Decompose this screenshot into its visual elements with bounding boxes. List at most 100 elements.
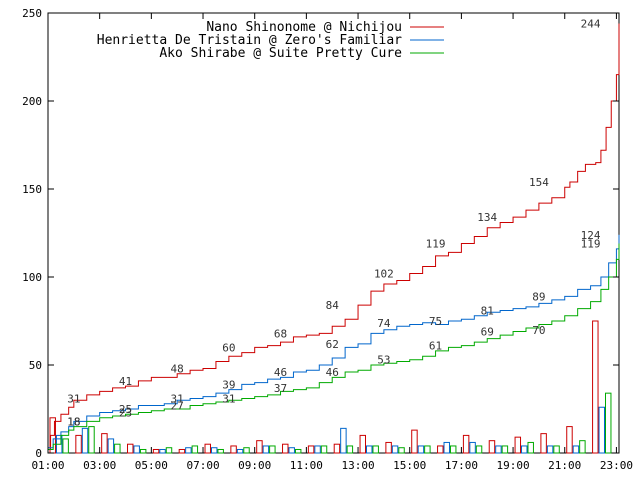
x-tick-label: 23:00 — [600, 459, 633, 472]
data-label: 60 — [222, 341, 235, 354]
hourly-bar — [114, 443, 121, 454]
plot-frame — [47, 12, 620, 454]
data-label: 23 — [119, 407, 132, 420]
series-lines: 3141486068841021191341542441825313946627… — [48, 18, 620, 450]
hourly-bar — [269, 445, 276, 454]
hourly-bar — [340, 427, 347, 454]
data-label: 27 — [171, 399, 184, 412]
hourly-bar — [320, 445, 328, 454]
series-line — [48, 23, 620, 450]
hourly-bars — [49, 320, 612, 454]
x-tick-label: 05:00 — [135, 459, 168, 472]
x-tick-label: 01:00 — [31, 459, 64, 472]
data-label: 81 — [481, 304, 494, 317]
data-label: 154 — [529, 176, 549, 189]
hourly-bar — [366, 445, 373, 454]
y-tick-label: 50 — [29, 359, 42, 372]
hourly-bar — [294, 448, 302, 454]
hourly-bar — [307, 445, 315, 454]
hourly-bar — [236, 448, 244, 454]
hourly-bar — [437, 445, 444, 454]
hourly-bar — [398, 447, 405, 454]
data-label: 70 — [532, 324, 545, 337]
hourly-bar — [495, 445, 502, 454]
hourly-bar — [346, 445, 354, 454]
y-tick-label: 0 — [35, 447, 42, 460]
hourly-bar — [101, 433, 108, 454]
data-label: 37 — [274, 382, 287, 395]
y-tick-label: 200 — [22, 95, 42, 108]
data-label: 18 — [67, 415, 80, 428]
data-label: 74 — [377, 317, 391, 330]
x-tick-label: 07:00 — [186, 459, 219, 472]
hourly-bar — [553, 445, 560, 454]
hourly-bar — [81, 427, 89, 454]
hourly-bar — [411, 429, 418, 454]
hourly-bar — [88, 426, 95, 454]
data-label: 134 — [477, 211, 497, 224]
x-tick-label: 15:00 — [393, 459, 426, 472]
data-label: 124 — [581, 229, 601, 242]
y-tick-label: 100 — [22, 271, 42, 284]
x-tick-label: 09:00 — [238, 459, 271, 472]
hourly-bar — [514, 436, 522, 454]
hourly-bar — [572, 445, 580, 454]
hourly-bar — [165, 447, 173, 454]
data-label: 119 — [581, 238, 601, 251]
hourly-bar — [159, 448, 166, 454]
data-label: 41 — [119, 375, 132, 388]
y-tick-label: 250 — [22, 7, 42, 20]
data-label: 69 — [481, 326, 494, 339]
hourly-bar — [107, 438, 115, 454]
hourly-bar — [230, 445, 237, 454]
hourly-bar — [282, 443, 289, 454]
hourly-bar — [527, 441, 534, 454]
data-label: 46 — [274, 366, 287, 379]
hourly-bar — [133, 445, 140, 454]
x-tick-label: 21:00 — [548, 459, 581, 472]
hourly-bar — [204, 443, 211, 454]
data-label: 102 — [374, 267, 394, 280]
hourly-bar — [185, 447, 192, 454]
hourly-bar — [210, 447, 218, 454]
data-label: 25 — [119, 403, 132, 416]
hourly-bar — [217, 448, 224, 454]
hourly-bar — [62, 438, 69, 454]
hourly-bar — [540, 433, 547, 454]
hourly-bar — [443, 441, 450, 454]
legend-label: Henrietta De Tristain @ Zero's Familiar — [97, 33, 402, 48]
series-line — [48, 243, 620, 450]
data-label: 48 — [171, 363, 184, 376]
x-tick-label: 19:00 — [497, 459, 530, 472]
hourly-bar — [152, 448, 160, 454]
hourly-bar — [178, 448, 186, 454]
hourly-bar — [488, 440, 496, 454]
hourly-bar — [475, 445, 483, 454]
hourly-bar — [75, 434, 82, 454]
data-label: 61 — [429, 340, 442, 353]
data-label: 39 — [222, 378, 235, 391]
hourly-bar — [449, 445, 457, 454]
hourly-bar — [288, 447, 295, 454]
hourly-bar — [501, 445, 509, 454]
legend-label: Nano Shinonome @ Nichijou — [206, 20, 402, 35]
x-tick-label: 13:00 — [341, 459, 374, 472]
data-label: 31 — [67, 392, 80, 405]
series-line — [48, 234, 620, 449]
data-label: 119 — [426, 238, 446, 251]
y-axis: 0 50 100 150 200 250 — [22, 7, 619, 460]
y-tick-label: 150 — [22, 183, 42, 196]
hourly-bar — [391, 445, 399, 454]
data-label: 84 — [326, 299, 340, 312]
data-label: 31 — [222, 392, 235, 405]
data-label: 75 — [429, 315, 442, 328]
hourly-bar — [191, 445, 199, 454]
hourly-bar — [424, 445, 431, 454]
hourly-bar — [592, 320, 599, 454]
data-label: 46 — [326, 366, 339, 379]
hourly-bar — [314, 445, 321, 454]
hourly-bar — [333, 443, 341, 454]
hourly-bar — [546, 445, 554, 454]
